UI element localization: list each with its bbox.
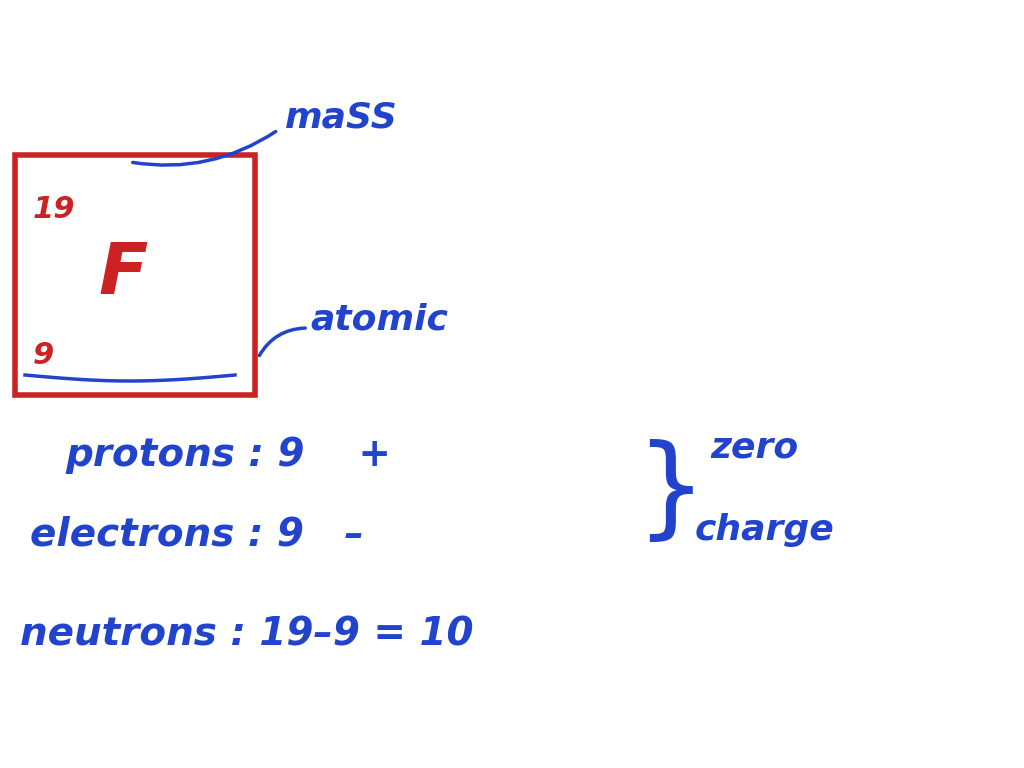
Text: maSS: maSS <box>285 101 397 135</box>
Text: neutrons : 19–9 = 10: neutrons : 19–9 = 10 <box>20 616 473 654</box>
Text: protons : 9    +: protons : 9 + <box>65 436 391 474</box>
Text: electrons : 9   –: electrons : 9 – <box>30 516 364 554</box>
Text: 9: 9 <box>33 340 54 369</box>
Text: 19: 19 <box>33 196 76 224</box>
Text: charge: charge <box>695 513 835 547</box>
Text: zero: zero <box>710 431 799 465</box>
Text: atomic: atomic <box>310 303 447 337</box>
Text: }: } <box>635 439 706 547</box>
Bar <box>15 155 255 395</box>
Text: F: F <box>98 240 147 310</box>
